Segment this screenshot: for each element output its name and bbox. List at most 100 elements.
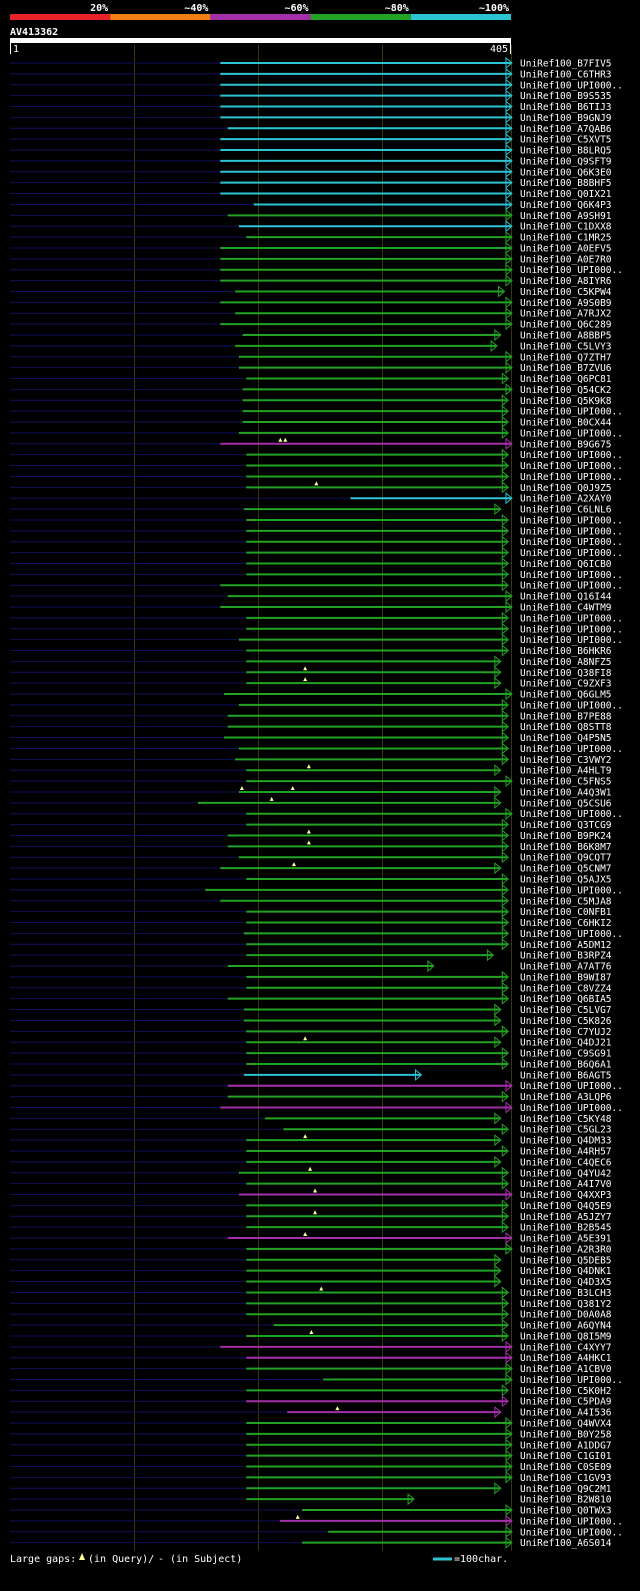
hit-label[interactable]: UniRef100_B6AGT5 <box>520 1070 612 1081</box>
hit-label[interactable]: UniRef100_B9S535 <box>520 91 612 102</box>
hit-label[interactable]: UniRef100_Q8I5M9 <box>520 1331 612 1342</box>
hit-label[interactable]: UniRef100_Q4XXP3 <box>520 1190 612 1201</box>
hit-label[interactable]: UniRef100_C4QEC6 <box>520 1157 612 1168</box>
hit-label[interactable]: UniRef100_C5MJA8 <box>520 896 612 907</box>
hit-label[interactable]: UniRef100_B7FIV5 <box>520 59 612 70</box>
hit-label[interactable]: UniRef100_A4Q3W1 <box>520 787 612 798</box>
hit-label[interactable]: UniRef100_Q5CSU6 <box>520 798 612 809</box>
hit-label[interactable]: UniRef100_C0NFB1 <box>520 907 612 918</box>
hit-label[interactable]: UniRef100_Q4DM33 <box>520 1136 612 1147</box>
hit-label[interactable]: UniRef100_C6LNL6 <box>520 505 612 516</box>
hit-label[interactable]: UniRef100_A7RJX2 <box>520 309 612 320</box>
hit-label[interactable]: UniRef100_C5K826 <box>520 1016 612 1027</box>
hit-label[interactable]: UniRef100_Q6K3E0 <box>520 167 612 178</box>
hit-label[interactable]: UniRef100_Q5DEB5 <box>520 1255 612 1266</box>
hit-label[interactable]: UniRef100_B8LRQ5 <box>520 146 612 157</box>
hit-label[interactable]: UniRef100_UPI000.. <box>520 570 623 581</box>
hit-label[interactable]: UniRef100_UPI000.. <box>520 461 623 472</box>
hit-label[interactable]: UniRef100_C3VWY2 <box>520 755 612 766</box>
hit-label[interactable]: UniRef100_C1MR25 <box>520 233 612 244</box>
hit-label[interactable]: UniRef100_UPI000.. <box>520 265 623 276</box>
hit-label[interactable]: UniRef100_Q0J9Z5 <box>520 483 612 494</box>
hit-label[interactable]: UniRef100_UPI000.. <box>520 407 623 418</box>
hit-label[interactable]: UniRef100_B0Y258 <box>520 1429 612 1440</box>
hit-label[interactable]: UniRef100_C6HKI2 <box>520 918 612 929</box>
hit-label[interactable]: UniRef100_A4HKC1 <box>520 1353 612 1364</box>
hit-label[interactable]: UniRef100_UPI000.. <box>520 526 623 537</box>
hit-label[interactable]: UniRef100_UPI000.. <box>520 1516 623 1527</box>
hit-label[interactable]: UniRef100_A5E391 <box>520 1234 612 1245</box>
hit-label[interactable]: UniRef100_B9G675 <box>520 439 612 450</box>
hit-label[interactable]: UniRef100_UPI000.. <box>520 80 623 91</box>
hit-label[interactable]: UniRef100_C8VZZ4 <box>520 983 612 994</box>
hit-label[interactable]: UniRef100_Q8STT8 <box>520 722 612 733</box>
hit-label[interactable]: UniRef100_B8BHF5 <box>520 178 612 189</box>
hit-label[interactable]: UniRef100_Q9CQT7 <box>520 853 612 864</box>
hit-label[interactable]: UniRef100_B2B545 <box>520 1223 612 1234</box>
hit-label[interactable]: UniRef100_B3LCH3 <box>520 1288 612 1299</box>
hit-label[interactable]: UniRef100_Q4D3X5 <box>520 1277 612 1288</box>
hit-label[interactable]: UniRef100_UPI000.. <box>520 581 623 592</box>
hit-label[interactable]: UniRef100_UPI000.. <box>520 472 623 483</box>
hit-label[interactable]: UniRef100_UPI000.. <box>520 450 623 461</box>
hit-label[interactable]: UniRef100_Q6PC81 <box>520 374 612 385</box>
hit-label[interactable]: UniRef100_C5KY48 <box>520 1114 612 1125</box>
hit-label[interactable]: UniRef100_C5PDA9 <box>520 1397 612 1408</box>
hit-label[interactable]: UniRef100_Q4P5N5 <box>520 733 612 744</box>
hit-label[interactable]: UniRef100_Q9SFT9 <box>520 156 612 167</box>
hit-label[interactable]: UniRef100_A9SH91 <box>520 211 612 222</box>
hit-label[interactable]: UniRef100_B6K8M7 <box>520 842 612 853</box>
hit-label[interactable]: UniRef100_A8BBP5 <box>520 331 612 342</box>
hit-label[interactable]: UniRef100_A0E7R0 <box>520 254 612 265</box>
hit-label[interactable]: UniRef100_C5GL23 <box>520 1125 612 1136</box>
hit-label[interactable]: UniRef100_UPI000.. <box>520 1081 623 1092</box>
hit-label[interactable]: UniRef100_Q6BIA5 <box>520 994 612 1005</box>
hit-label[interactable]: UniRef100_B2W810 <box>520 1495 612 1506</box>
hit-label[interactable]: UniRef100_A2R3R0 <box>520 1244 612 1255</box>
hit-label[interactable]: UniRef100_A8IYR6 <box>520 276 612 287</box>
hit-label[interactable]: UniRef100_B6TIJ3 <box>520 102 612 113</box>
hit-label[interactable]: UniRef100_C5XVT5 <box>520 135 612 146</box>
hit-label[interactable]: UniRef100_C7YUJ2 <box>520 1027 612 1038</box>
hit-label[interactable]: UniRef100_C1GI01 <box>520 1451 612 1462</box>
hit-label[interactable]: UniRef100_B9WI87 <box>520 972 612 983</box>
hit-label[interactable]: UniRef100_UPI000.. <box>520 1375 623 1386</box>
hit-label[interactable]: UniRef100_A6S014 <box>520 1538 612 1549</box>
hit-label[interactable]: UniRef100_A1CBV0 <box>520 1364 612 1375</box>
hit-label[interactable]: UniRef100_C1GV93 <box>520 1473 612 1484</box>
hit-label[interactable]: UniRef100_Q5K9K8 <box>520 396 612 407</box>
hit-label[interactable]: UniRef100_Q16I44 <box>520 592 612 603</box>
hit-label[interactable]: UniRef100_Q5AJX5 <box>520 875 612 886</box>
hit-label[interactable]: UniRef100_Q6GLM5 <box>520 690 612 701</box>
hit-label[interactable]: UniRef100_A0EFV5 <box>520 243 612 254</box>
hit-label[interactable]: UniRef100_C5KPW4 <box>520 287 612 298</box>
hit-label[interactable]: UniRef100_UPI000.. <box>520 809 623 820</box>
hit-label[interactable]: UniRef100_UPI000.. <box>520 744 623 755</box>
hit-label[interactable]: UniRef100_Q54CK2 <box>520 385 612 396</box>
hit-label[interactable]: UniRef100_Q4WVX4 <box>520 1419 612 1430</box>
hit-label[interactable]: UniRef100_Q7ZTH7 <box>520 352 612 363</box>
hit-label[interactable]: UniRef100_UPI000.. <box>520 885 623 896</box>
hit-label[interactable]: UniRef100_D0A0A8 <box>520 1310 612 1321</box>
hit-label[interactable]: UniRef100_B3RPZ4 <box>520 951 612 962</box>
hit-label[interactable]: UniRef100_A4HLT9 <box>520 766 612 777</box>
hit-label[interactable]: UniRef100_Q6ICB0 <box>520 559 612 570</box>
hit-label[interactable]: UniRef100_B7ZVU6 <box>520 363 612 374</box>
hit-label[interactable]: UniRef100_A5DM12 <box>520 940 612 951</box>
hit-label[interactable]: UniRef100_A1DDG7 <box>520 1440 612 1451</box>
hit-label[interactable]: UniRef100_Q4DNK1 <box>520 1266 612 1277</box>
hit-label[interactable]: UniRef100_C6THR3 <box>520 69 612 80</box>
hit-label[interactable]: UniRef100_C4XYY7 <box>520 1342 612 1353</box>
hit-label[interactable]: UniRef100_Q381Y2 <box>520 1299 612 1310</box>
hit-label[interactable]: UniRef100_UPI000.. <box>520 548 623 559</box>
hit-label[interactable]: UniRef100_A4I7V0 <box>520 1179 612 1190</box>
hit-label[interactable]: UniRef100_A4I536 <box>520 1408 612 1419</box>
hit-label[interactable]: UniRef100_A6QYN4 <box>520 1321 612 1332</box>
hit-label[interactable]: UniRef100_Q3TCG9 <box>520 820 612 831</box>
hit-label[interactable]: UniRef100_Q4Q5E9 <box>520 1201 612 1212</box>
hit-label[interactable]: UniRef100_UPI000.. <box>520 624 623 635</box>
hit-label[interactable]: UniRef100_UPI000.. <box>520 515 623 526</box>
hit-label[interactable]: UniRef100_UPI000.. <box>520 428 623 439</box>
hit-label[interactable]: UniRef100_UPI000.. <box>520 700 623 711</box>
hit-label[interactable]: UniRef100_C5LVG7 <box>520 1005 612 1016</box>
